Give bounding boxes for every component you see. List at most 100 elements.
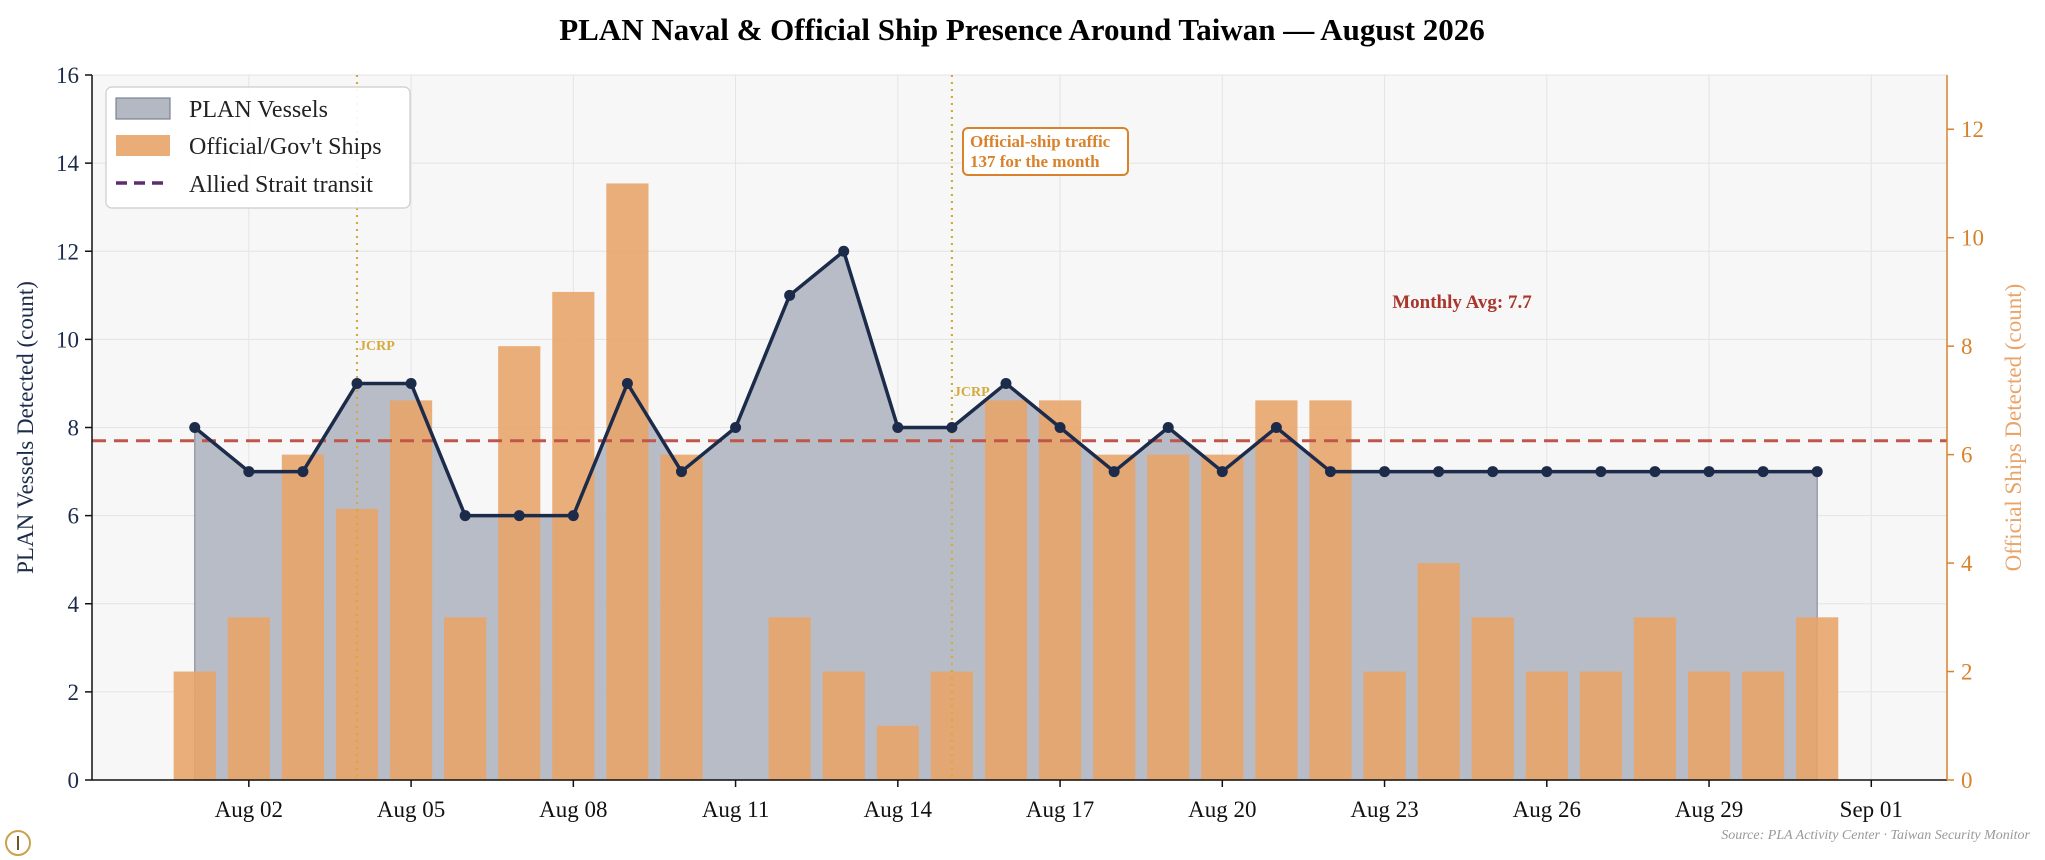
watermark-logo [5, 830, 31, 856]
x-tick-label: Aug 29 [1675, 797, 1743, 822]
official-ships-bar [1147, 454, 1190, 780]
annotation-box [962, 127, 1129, 176]
official-ships-bar [768, 617, 811, 780]
official-ships-bar [1417, 563, 1460, 780]
x-tick-label: Aug 08 [539, 797, 607, 822]
plan-vessels-point [1054, 422, 1066, 433]
plan-vessels-point [1757, 466, 1769, 478]
legend-swatch-official-ships [116, 135, 170, 156]
official-ships-bar [227, 617, 270, 780]
plan-vessels-point [513, 510, 525, 522]
official-ships-bar [1309, 400, 1352, 780]
right-tick-label: 10 [1961, 226, 1984, 251]
plan-vessels-points [189, 245, 1823, 522]
x-tick-label: Sep 01 [1840, 797, 1903, 822]
official-ships-bar [281, 454, 325, 780]
left-tick-label: 0 [68, 768, 80, 793]
x-tick-label: Aug 23 [1350, 797, 1418, 822]
plan-vessels-point [675, 466, 687, 478]
legend-label-official-ships: Official/Gov't Ships [189, 134, 382, 160]
plan-vessels-point [1270, 422, 1282, 433]
official-ships-bar [552, 291, 595, 780]
official-ships-bar [1687, 671, 1731, 780]
plan-vessels-point [730, 422, 742, 433]
legend-label-plan-vessels: PLAN Vessels [189, 97, 328, 123]
official-ships-bar [1633, 617, 1677, 780]
plan-vessels-point [405, 377, 417, 389]
official-ships-bar [1363, 671, 1406, 780]
plan-vessels-point [946, 422, 958, 433]
x-tick-label: Aug 05 [377, 797, 445, 822]
official-ships-bar [606, 183, 649, 780]
plan-vessels-point [351, 377, 363, 389]
left-tick-label: 4 [68, 592, 80, 617]
official-ships-bar [1093, 454, 1136, 780]
right-tick-label: 0 [1961, 768, 1973, 793]
official-ships-bar [876, 725, 919, 780]
watermark-ring [5, 830, 31, 856]
plan-vessels-point [1324, 466, 1336, 478]
official-ships-bar [173, 671, 216, 780]
plan-vessels-point [189, 422, 201, 433]
plan-vessels-point [1000, 377, 1012, 389]
left-tick-label: 6 [68, 504, 80, 529]
official-ships-bar [1525, 671, 1568, 780]
plan-vessels-point [297, 466, 309, 478]
official-ships-bar [1579, 671, 1622, 780]
official-ships-bar [335, 508, 379, 780]
plan-vessels-point [1433, 466, 1445, 478]
left-tick-label: 14 [56, 151, 80, 176]
source-note: Source: PLA Activity Center · Taiwan Sec… [1721, 828, 2030, 843]
left-tick-label: 2 [68, 680, 80, 705]
right-tick-label: 8 [1961, 334, 1973, 359]
official-ships-bars [173, 183, 1839, 780]
x-tick-label: Aug 26 [1513, 797, 1581, 822]
plan-vessels-point [1379, 466, 1391, 478]
left-tick-label: 12 [56, 239, 79, 264]
legend: PLAN Vessels Official/Gov't Ships Allied S… [105, 86, 411, 209]
official-ships-bar [1255, 400, 1298, 780]
left-axis-ticks: 0 2 4 6 8 10 12 14 16 [56, 63, 92, 793]
plan-vessels-point [1541, 466, 1553, 478]
official-ships-bar [1742, 671, 1785, 780]
x-tick-label: Aug 17 [1026, 797, 1094, 822]
x-tick-label: Aug 20 [1188, 797, 1256, 822]
plan-vessels-point [1162, 422, 1174, 433]
plan-vessels-point [567, 510, 579, 522]
official-ships-bar [1796, 617, 1839, 780]
x-tick-label: Aug 02 [215, 797, 283, 822]
right-axis-ticks: 0 2 4 6 8 10 12 [1947, 117, 1984, 793]
plan-vessels-point [1487, 466, 1499, 478]
x-tick-label: Aug 14 [864, 797, 933, 822]
plan-vessels-point [1108, 466, 1120, 478]
legend-box [105, 86, 411, 209]
annotation-line-2: 137 for the month [970, 152, 1100, 171]
event-label-jcrp: JCRP [359, 339, 395, 354]
x-axis-ticks: Aug 02 Aug 05 Aug 08 Aug 11 Aug 14 Aug 17 Aug … [215, 780, 1903, 822]
left-tick-label: 10 [56, 327, 79, 352]
official-ships-bar [1038, 400, 1082, 780]
plan-vessels-point [1811, 466, 1823, 478]
monthly-avg-label: Monthly Avg: 7.7 [1392, 292, 1532, 313]
right-axis-title: Official Ships Detected (count) [2001, 284, 2026, 572]
right-tick-label: 2 [1961, 660, 1973, 685]
right-tick-label: 12 [1961, 117, 1984, 142]
plan-vessels-point [892, 422, 904, 433]
plan-vessels-point [1216, 466, 1228, 478]
official-ships-bar [822, 671, 865, 780]
plan-vessels-point [459, 510, 471, 522]
official-ships-bar [660, 454, 703, 780]
official-ships-bar [930, 671, 973, 780]
plan-vessels-point [1703, 466, 1715, 478]
legend-label-allied-transit: Allied Strait transit [189, 172, 373, 198]
plan-vessels-point [621, 377, 633, 389]
plan-vessels-point [243, 466, 255, 478]
official-ships-bar [498, 346, 541, 780]
plan-vessels-point [1649, 466, 1661, 478]
plan-vessels-point [1595, 466, 1607, 478]
official-ships-bar [984, 400, 1028, 780]
left-tick-label: 16 [56, 63, 79, 88]
plan-vessels-point [838, 245, 850, 257]
